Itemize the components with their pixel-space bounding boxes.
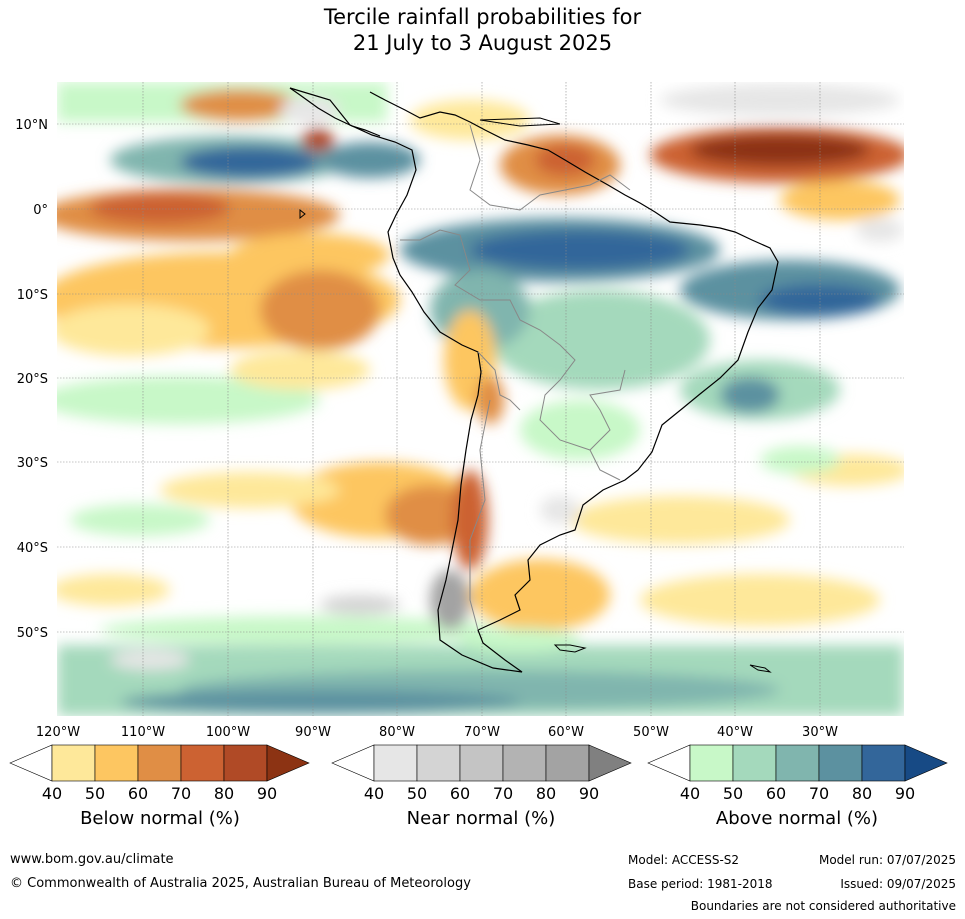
colorbar-segment — [732, 744, 777, 782]
south-america-coastline — [289, 87, 779, 673]
lat-label: 10°S — [17, 288, 48, 303]
colorbar-tick-label: 70 — [171, 784, 191, 803]
colorbar-segment — [94, 744, 139, 782]
colorbar-extend-high — [266, 744, 310, 782]
colorbar-tick-label: 50 — [407, 784, 427, 803]
lat-label: 30°S — [17, 456, 48, 471]
colorbar-tick-label: 60 — [450, 784, 470, 803]
colorbar-extend-high — [904, 744, 948, 782]
lon-label: 90°W — [295, 725, 331, 740]
colorbar-segment — [416, 744, 461, 782]
lat-label: 0° — [33, 203, 48, 218]
colorbar-extend-low — [647, 744, 691, 782]
lat-label: 40°S — [17, 541, 48, 556]
lon-label: 30°W — [802, 725, 838, 740]
central-america-coastline — [289, 87, 381, 137]
lon-label: 40°W — [717, 725, 753, 740]
map-title: Tercile rainfall probabilities for 21 Ju… — [0, 4, 965, 56]
colorbar-segment — [545, 744, 590, 782]
lat-label: 10°N — [15, 118, 48, 133]
lon-label: 110°W — [121, 725, 165, 740]
colorbar-below-normal: 40 50 60 70 80 90 — [9, 744, 310, 803]
colorbar-near-normal: 40 50 60 70 80 90 — [331, 744, 632, 803]
islands — [299, 117, 772, 673]
colorbar-segment — [51, 744, 96, 782]
lat-label: 50°S — [17, 626, 48, 641]
colorbar-tick-label: 50 — [723, 784, 743, 803]
longitude-labels: 120°W 110°W 100°W 90°W 80°W 70°W 60°W 50… — [36, 725, 838, 740]
colorbar-tick-label: 60 — [766, 784, 786, 803]
colorbar-segment — [459, 744, 504, 782]
lon-label: 70°W — [464, 725, 500, 740]
colorbar-tick-label: 50 — [85, 784, 105, 803]
title-line-2: 21 July to 3 August 2025 — [352, 31, 613, 55]
colorbar-segment — [502, 744, 547, 782]
graticule — [57, 82, 904, 716]
colorbar-tick-label: 70 — [809, 784, 829, 803]
lon-label: 60°W — [548, 725, 584, 740]
colorbar-segment — [818, 744, 863, 782]
model-run-text: Model run: 07/07/2025 — [818, 853, 956, 867]
colorbar-above-normal: 40 50 60 70 80 90 — [647, 744, 948, 803]
colorbar-segment — [137, 744, 182, 782]
lon-label: 120°W — [36, 725, 80, 740]
colorbar-tick-label: 80 — [852, 784, 872, 803]
country-borders — [400, 124, 631, 631]
base-period-text: Base period: 1981-2018 — [628, 877, 773, 891]
colorbar-extend-high — [588, 744, 632, 782]
colorbar-segment — [223, 744, 268, 782]
model-text: Model: ACCESS-S2 — [628, 853, 740, 867]
probability-field — [57, 82, 904, 716]
map-panel — [57, 82, 904, 716]
colorbar-segment — [373, 744, 418, 782]
title-line-1: Tercile rainfall probabilities for — [323, 5, 642, 29]
colorbar-extend-low — [331, 744, 375, 782]
lon-label: 100°W — [206, 725, 250, 740]
colorbar-tick-label: 60 — [128, 784, 148, 803]
colorbar-tick-label: 80 — [214, 784, 234, 803]
colorbar-segment — [861, 744, 906, 782]
colorbar-tick-label: 40 — [364, 784, 384, 803]
lat-label: 20°S — [17, 372, 48, 387]
colorbar-near-label: Near normal (%) — [406, 808, 556, 829]
latitude-labels: 10°N 0° 10°S 20°S 30°S 40°S 50°S — [15, 118, 48, 641]
colorbar-tick-label: 90 — [257, 784, 277, 803]
colorbar-tick-label: 90 — [579, 784, 599, 803]
lon-label: 50°W — [633, 725, 669, 740]
colorbar-extend-low — [9, 744, 53, 782]
colorbar-above-label: Above normal (%) — [715, 808, 879, 829]
colorbar-segment — [689, 744, 734, 782]
colorbar-tick-label: 80 — [536, 784, 556, 803]
lon-label: 80°W — [379, 725, 415, 740]
issued-text: Issued: 09/07/2025 — [840, 877, 956, 891]
colorbar-tick-label: 40 — [680, 784, 700, 803]
colorbar-segment — [180, 744, 225, 782]
copyright-text: © Commonwealth of Australia 2025, Austra… — [10, 876, 471, 891]
colorbar-tick-label: 90 — [895, 784, 915, 803]
website-text: www.bom.gov.au/climate — [10, 852, 174, 867]
colorbar-segment — [775, 744, 820, 782]
disclaimer-text: Boundaries are not considered authoritat… — [690, 899, 956, 913]
colorbar-tick-label: 40 — [42, 784, 62, 803]
colorbar-below-label: Below normal (%) — [80, 808, 240, 829]
colorbar-tick-label: 70 — [493, 784, 513, 803]
